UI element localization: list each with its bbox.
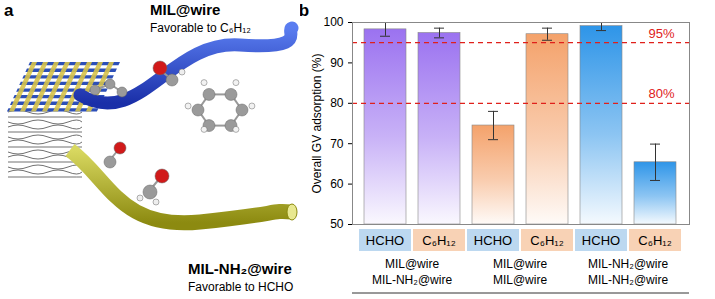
svg-text:MIL-NH₂@wire: MIL-NH₂@wire: [372, 273, 453, 287]
svg-text:80: 80: [330, 96, 344, 110]
svg-text:HCHO: HCHO: [582, 233, 620, 248]
svg-text:MIL-NH₂@wire: MIL-NH₂@wire: [588, 273, 669, 287]
svg-text:MIL-NH₂@wire: MIL-NH₂@wire: [188, 260, 292, 277]
svg-text:50: 50: [330, 217, 344, 231]
svg-text:HCHO: HCHO: [366, 233, 404, 248]
svg-text:60: 60: [330, 177, 344, 191]
svg-text:MIL@wire: MIL@wire: [493, 257, 548, 271]
svg-text:90: 90: [330, 56, 344, 70]
svg-text:Favorable to HCHO: Favorable to HCHO: [188, 280, 293, 294]
svg-text:MIL@wire: MIL@wire: [385, 257, 440, 271]
svg-text:MIL@wire: MIL@wire: [493, 273, 548, 287]
svg-text:100: 100: [323, 15, 343, 29]
svg-text:MIL@wire: MIL@wire: [150, 1, 220, 18]
svg-text:95%: 95%: [648, 26, 674, 41]
svg-text:Favorable to C₆H₁₂: Favorable to C₆H₁₂: [150, 21, 251, 35]
svg-text:C₆H₁₂: C₆H₁₂: [638, 233, 671, 248]
svg-text:80%: 80%: [648, 86, 674, 101]
svg-text:a: a: [4, 1, 14, 20]
svg-text:MIL-NH₂@wire: MIL-NH₂@wire: [588, 257, 669, 271]
svg-text:b: b: [300, 1, 309, 20]
svg-text:70: 70: [330, 137, 344, 151]
svg-text:C₆H₁₂: C₆H₁₂: [422, 233, 455, 248]
svg-text:C₆H₁₂: C₆H₁₂: [530, 233, 563, 248]
svg-text:Overall GV adsorption (%): Overall GV adsorption (%): [310, 53, 324, 193]
svg-text:HCHO: HCHO: [474, 233, 512, 248]
